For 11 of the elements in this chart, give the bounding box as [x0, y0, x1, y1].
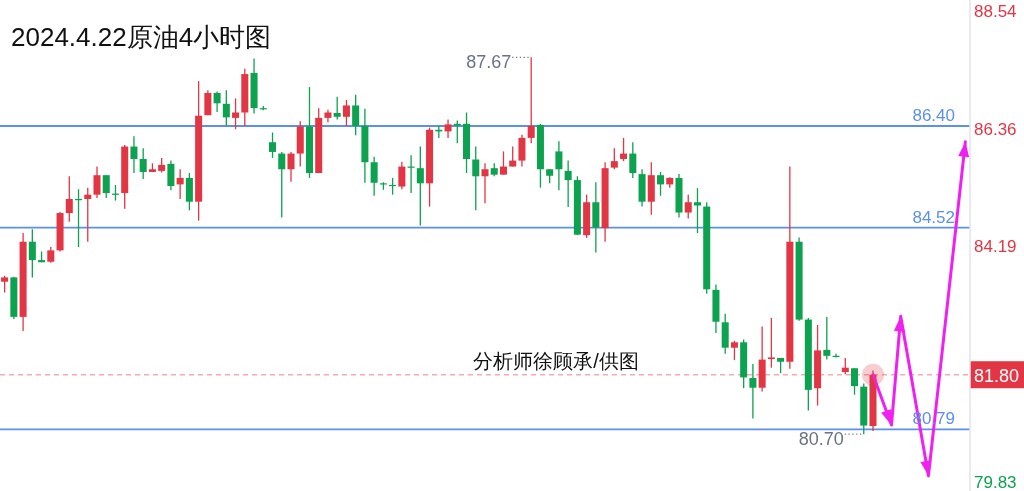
- y-tick: 84.19: [974, 237, 1017, 256]
- price-tag: 81.80: [970, 361, 1024, 389]
- y-tick: 86.36: [974, 119, 1017, 139]
- ref-label: 86.40: [912, 106, 955, 125]
- ref-label: 84.52: [912, 207, 955, 227]
- extreme-label: 80.70: [798, 429, 844, 449]
- y-tick: 88.54: [974, 1, 1017, 21]
- y-tick: 79.83: [974, 472, 1017, 491]
- extreme-label: 87.67: [466, 52, 512, 73]
- title: 2024.4.22原油4小时图: [11, 22, 272, 52]
- note: 分析师徐顾承/供图: [473, 350, 639, 372]
